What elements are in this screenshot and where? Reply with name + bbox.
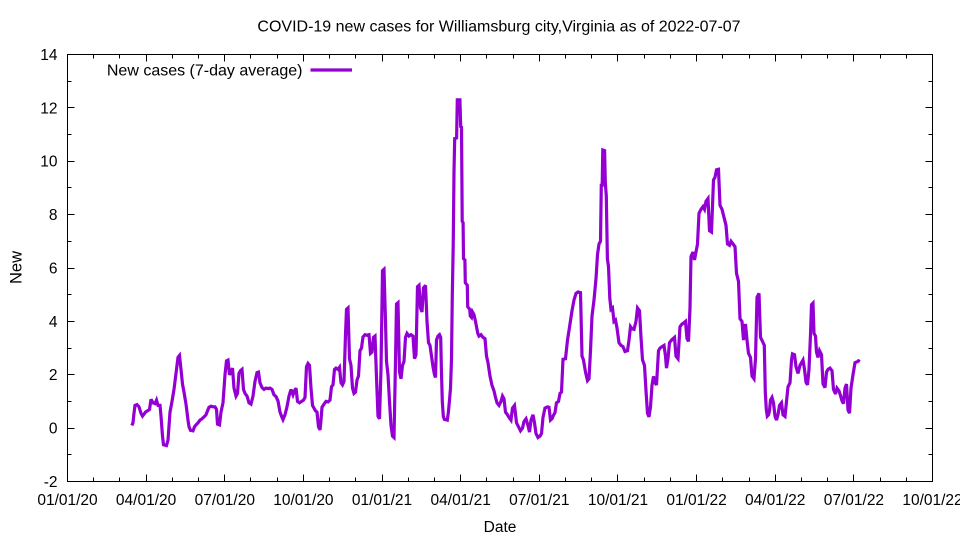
svg-text:04/01/20: 04/01/20 — [116, 492, 177, 509]
svg-text:01/01/20: 01/01/20 — [37, 492, 98, 509]
svg-text:14: 14 — [40, 47, 58, 64]
svg-text:07/01/20: 07/01/20 — [195, 492, 256, 509]
svg-text:New: New — [8, 251, 26, 284]
svg-text:10/01/21: 10/01/21 — [588, 492, 648, 509]
svg-text:-2: -2 — [44, 474, 58, 491]
svg-text:10: 10 — [40, 154, 58, 171]
svg-text:0: 0 — [49, 421, 58, 438]
svg-text:2: 2 — [49, 367, 58, 384]
svg-text:07/01/21: 07/01/21 — [509, 492, 569, 509]
svg-text:10/01/22: 10/01/22 — [902, 492, 960, 509]
svg-text:6: 6 — [49, 260, 58, 277]
svg-text:04/01/21: 04/01/21 — [431, 492, 491, 509]
svg-text:Date: Date — [484, 519, 517, 536]
svg-text:COVID-19 new cases for William: COVID-19 new cases for Williamsburg city… — [257, 18, 740, 35]
svg-text:01/01/21: 01/01/21 — [352, 492, 412, 509]
svg-text:07/01/22: 07/01/22 — [824, 492, 884, 509]
svg-text:10/01/20: 10/01/20 — [273, 492, 334, 509]
svg-text:8: 8 — [49, 207, 58, 224]
svg-text:4: 4 — [49, 314, 58, 331]
svg-text:12: 12 — [40, 100, 57, 117]
svg-text:New cases (7-day average): New cases (7-day average) — [107, 62, 303, 79]
svg-text:04/01/22: 04/01/22 — [745, 492, 805, 509]
svg-text:01/01/22: 01/01/22 — [666, 492, 726, 509]
